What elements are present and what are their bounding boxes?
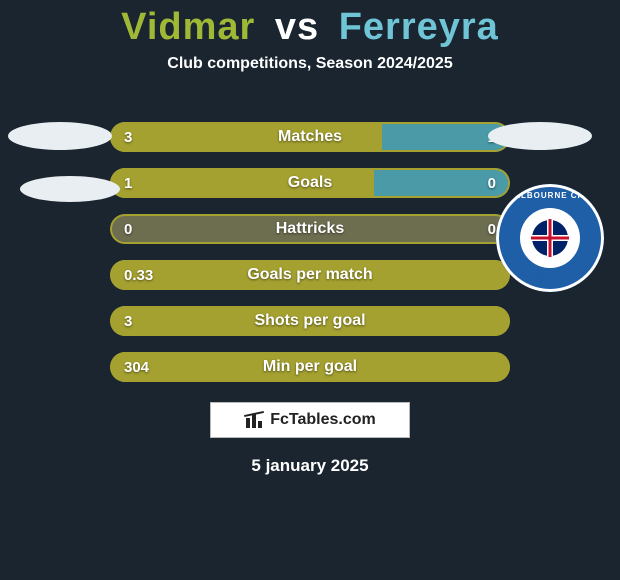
bar-chart-icon bbox=[244, 410, 264, 430]
club-badge-inner bbox=[520, 208, 580, 268]
stat-label: Min per goal bbox=[110, 352, 510, 382]
stat-rows: 31Matches 10Goals 00Hattricks 0.33Goals per… bbox=[110, 122, 510, 398]
stat-row: 00Hattricks bbox=[110, 214, 510, 244]
title-player-a: Vidmar bbox=[121, 6, 255, 48]
stat-row: 3Shots per goal bbox=[110, 306, 510, 336]
left-blob-2 bbox=[20, 176, 120, 202]
fctables-badge: FcTables.com bbox=[210, 402, 410, 438]
club-badge-text: MELBOURNE CITY bbox=[507, 191, 593, 200]
date-text: 5 january 2025 bbox=[0, 456, 620, 476]
club-badge-flag-icon bbox=[531, 219, 569, 257]
fctables-text: FcTables.com bbox=[270, 411, 376, 429]
page-title: Vidmar vs Ferreyra bbox=[0, 0, 620, 49]
club-badge: MELBOURNE CITY MC FC bbox=[496, 184, 604, 292]
stat-row: 31Matches bbox=[110, 122, 510, 152]
stat-label: Goals per match bbox=[110, 260, 510, 290]
stat-label: Shots per goal bbox=[110, 306, 510, 336]
right-blob-1 bbox=[488, 122, 592, 150]
stat-row: 304Min per goal bbox=[110, 352, 510, 382]
title-vs: vs bbox=[275, 6, 319, 48]
stat-row: 10Goals bbox=[110, 168, 510, 198]
comparison-infographic: Vidmar vs Ferreyra Club competitions, Se… bbox=[0, 0, 620, 580]
stat-label: Hattricks bbox=[110, 214, 510, 244]
title-player-b: Ferreyra bbox=[339, 6, 499, 48]
left-blob-1 bbox=[8, 122, 112, 150]
club-badge-center-text: MC FC bbox=[496, 274, 604, 284]
stat-label: Matches bbox=[110, 122, 510, 152]
stat-row: 0.33Goals per match bbox=[110, 260, 510, 290]
stat-label: Goals bbox=[110, 168, 510, 198]
subtitle: Club competitions, Season 2024/2025 bbox=[0, 55, 620, 73]
